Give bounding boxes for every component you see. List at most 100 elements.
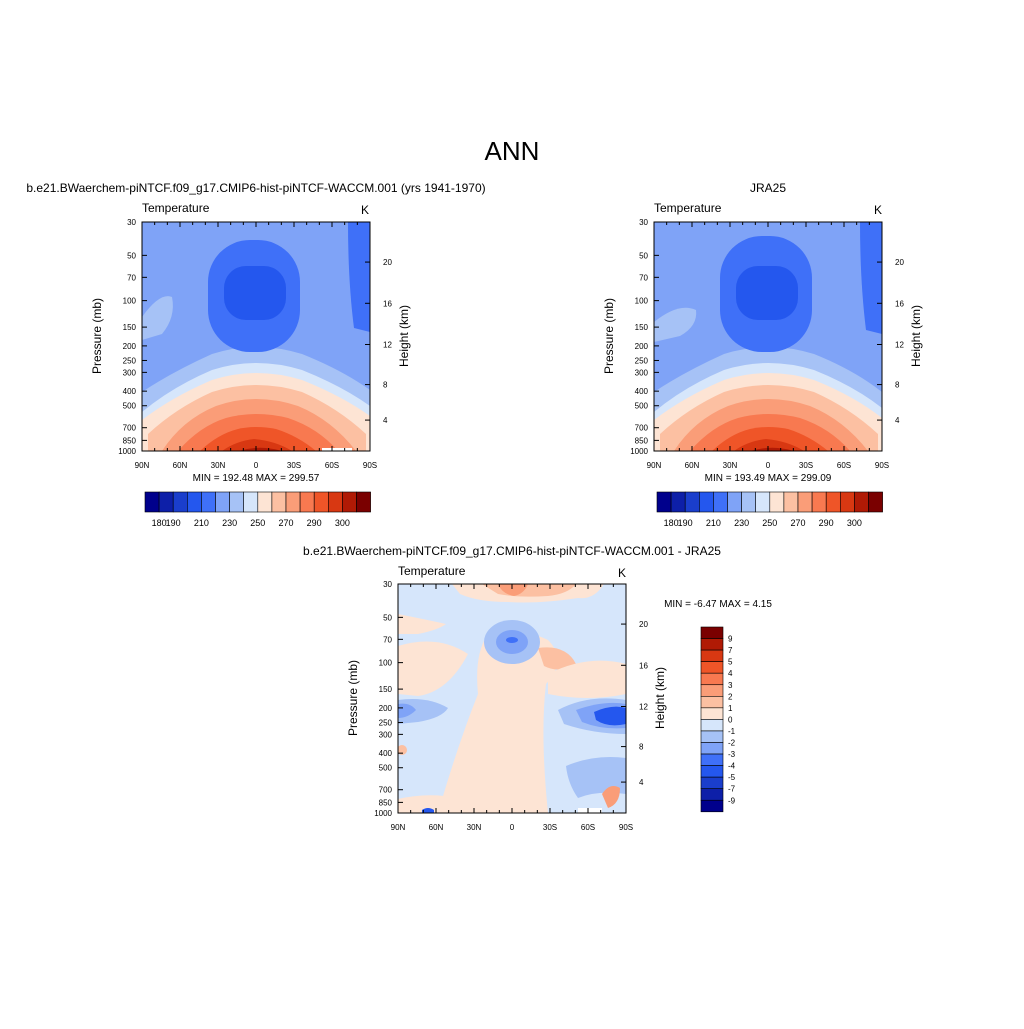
panel-obs-left-label: Temperature bbox=[654, 201, 722, 215]
diff-warm-top-3 bbox=[498, 584, 528, 596]
colorbar-label: -5 bbox=[728, 773, 736, 782]
panel-model-title: b.e21.BWaerchem-piNTCF.f09_g17.CMIP6-his… bbox=[26, 181, 485, 195]
diff-white-bottom bbox=[578, 808, 602, 813]
model-cold-core-inner bbox=[224, 266, 286, 320]
model-band-290 bbox=[200, 427, 316, 451]
y2-tick-label: 4 bbox=[639, 778, 644, 787]
y2-tick-label: 8 bbox=[895, 381, 900, 390]
colorbar-label: 180 bbox=[152, 518, 167, 528]
x-tick-label: 90S bbox=[875, 461, 889, 470]
colorbar-swatch bbox=[700, 661, 724, 674]
colorbar-swatch bbox=[700, 753, 724, 766]
x-tick-label: 30N bbox=[211, 461, 226, 470]
obs-band-295 bbox=[734, 439, 804, 451]
colorbar-swatch bbox=[825, 491, 841, 513]
y2-tick-label: 20 bbox=[383, 258, 392, 267]
panel-model-y2label: Height (km) bbox=[397, 305, 411, 367]
colorbar-swatch bbox=[700, 695, 724, 709]
panel-obs-ylabel: Pressure (mb) bbox=[602, 298, 616, 374]
colorbar-label: 300 bbox=[335, 518, 350, 528]
colorbar-swatch bbox=[700, 626, 724, 639]
diff-cold-center-core bbox=[506, 637, 518, 643]
colorbar-label: 1 bbox=[728, 704, 733, 713]
colorbar-swatch bbox=[158, 491, 174, 513]
y-tick-label: 1000 bbox=[374, 809, 392, 818]
obs-band-290 bbox=[712, 427, 828, 451]
colorbar-label: -7 bbox=[728, 785, 736, 794]
colorbar-swatch bbox=[854, 491, 869, 513]
colorbar-label: 190 bbox=[678, 518, 693, 528]
panel-diff-y2label: Height (km) bbox=[653, 667, 667, 729]
colorbar-swatch bbox=[713, 491, 728, 513]
y-tick-label: 850 bbox=[379, 798, 393, 807]
colorbar-label: 3 bbox=[728, 681, 733, 690]
colorbar-label: 290 bbox=[307, 518, 322, 528]
colorbar-swatch bbox=[700, 672, 724, 686]
colorbar-label: -9 bbox=[728, 796, 736, 805]
y2-tick-label: 16 bbox=[383, 299, 392, 308]
y-tick-label: 300 bbox=[635, 368, 649, 377]
obs-band-300 bbox=[750, 447, 794, 451]
x-tick-label: 30S bbox=[799, 461, 813, 470]
y-tick-label: 1000 bbox=[630, 447, 648, 456]
y2-tick-label: 16 bbox=[639, 661, 648, 670]
x-tick-label: 0 bbox=[510, 823, 515, 832]
diff-warm-upper-left bbox=[398, 641, 468, 696]
panel-diff-plot-area bbox=[398, 584, 626, 813]
diff-cold-left-core bbox=[398, 703, 416, 718]
y-tick-label: 1000 bbox=[118, 447, 136, 456]
panel-model: b.e21.BWaerchem-piNTCF.f09_g17.CMIP6-his… bbox=[26, 181, 485, 528]
colorbar-label: 9 bbox=[728, 635, 733, 644]
colorbar-swatch bbox=[670, 491, 686, 513]
diff-warm-pole-stripe bbox=[398, 614, 446, 634]
panel-diff: b.e21.BWaerchem-piNTCF.f09_g17.CMIP6-his… bbox=[303, 544, 772, 832]
x-tick-label: 60S bbox=[837, 461, 851, 470]
diff-warm-bottom-left bbox=[398, 795, 458, 813]
colorbar-swatch bbox=[811, 491, 827, 513]
x-tick-label: 60S bbox=[325, 461, 339, 470]
colorbar-label: 230 bbox=[734, 518, 749, 528]
y2-tick-label: 20 bbox=[639, 620, 648, 629]
panel-obs-plot-area bbox=[654, 222, 882, 451]
x-tick-label: 90S bbox=[619, 823, 633, 832]
y-tick-label: 50 bbox=[127, 251, 136, 260]
y-tick-label: 50 bbox=[383, 613, 392, 622]
panel-model-axes: 90N 60N 30N 0 30S 60S 90S 30 50 70 100 150 200 250 300… bbox=[118, 218, 392, 470]
diff-warm-bottom-right bbox=[602, 786, 620, 808]
diff-cold-right-core bbox=[594, 706, 626, 726]
y-tick-label: 50 bbox=[639, 251, 648, 260]
model-band-295 bbox=[222, 439, 292, 451]
panel-obs: JRA25 Temperature K 90N 60N 30N 0 30S 60S 90S 3… bbox=[602, 181, 923, 528]
colorbar-swatch bbox=[700, 742, 724, 755]
colorbar-swatch bbox=[172, 491, 188, 513]
model-band-tropopause-pole bbox=[142, 296, 173, 340]
panel-diff-colorbar: 9 7 5 4 3 2 1 0 -1 -2 -3 -4 -5 -7 -9 bbox=[700, 626, 736, 813]
diff-cold-bottom-speck bbox=[422, 808, 434, 813]
panel-obs-right-label: K bbox=[874, 203, 882, 217]
colorbar-label: 250 bbox=[250, 518, 265, 528]
panel-diff-axes: 90N 60N 30N 0 30S 60S 90S 30 50 70 100 150 200 250 300… bbox=[374, 580, 648, 832]
x-tick-label: 90N bbox=[135, 461, 150, 470]
x-tick-label: 60N bbox=[429, 823, 444, 832]
y-tick-label: 400 bbox=[379, 749, 393, 758]
colorbar-label: 290 bbox=[819, 518, 834, 528]
y-tick-label: 30 bbox=[639, 218, 648, 227]
y2-tick-label: 12 bbox=[639, 703, 648, 712]
model-white-patch bbox=[322, 448, 352, 451]
panel-diff-ylabel: Pressure (mb) bbox=[346, 660, 360, 736]
y-tick-label: 70 bbox=[127, 273, 136, 282]
colorbar-swatch bbox=[215, 491, 230, 513]
colorbar-label: 190 bbox=[166, 518, 181, 528]
y2-tick-label: 4 bbox=[895, 416, 900, 425]
x-tick-label: 90S bbox=[363, 461, 377, 470]
colorbar-label: 210 bbox=[194, 518, 209, 528]
colorbar-swatch bbox=[868, 491, 883, 513]
x-tick-label: 30N bbox=[723, 461, 738, 470]
x-tick-label: 90N bbox=[647, 461, 662, 470]
colorbar-label: -1 bbox=[728, 727, 736, 736]
y-tick-label: 300 bbox=[379, 730, 393, 739]
colorbar-swatch bbox=[769, 491, 785, 513]
y2-tick-label: 8 bbox=[383, 381, 388, 390]
y-tick-label: 250 bbox=[635, 356, 649, 365]
